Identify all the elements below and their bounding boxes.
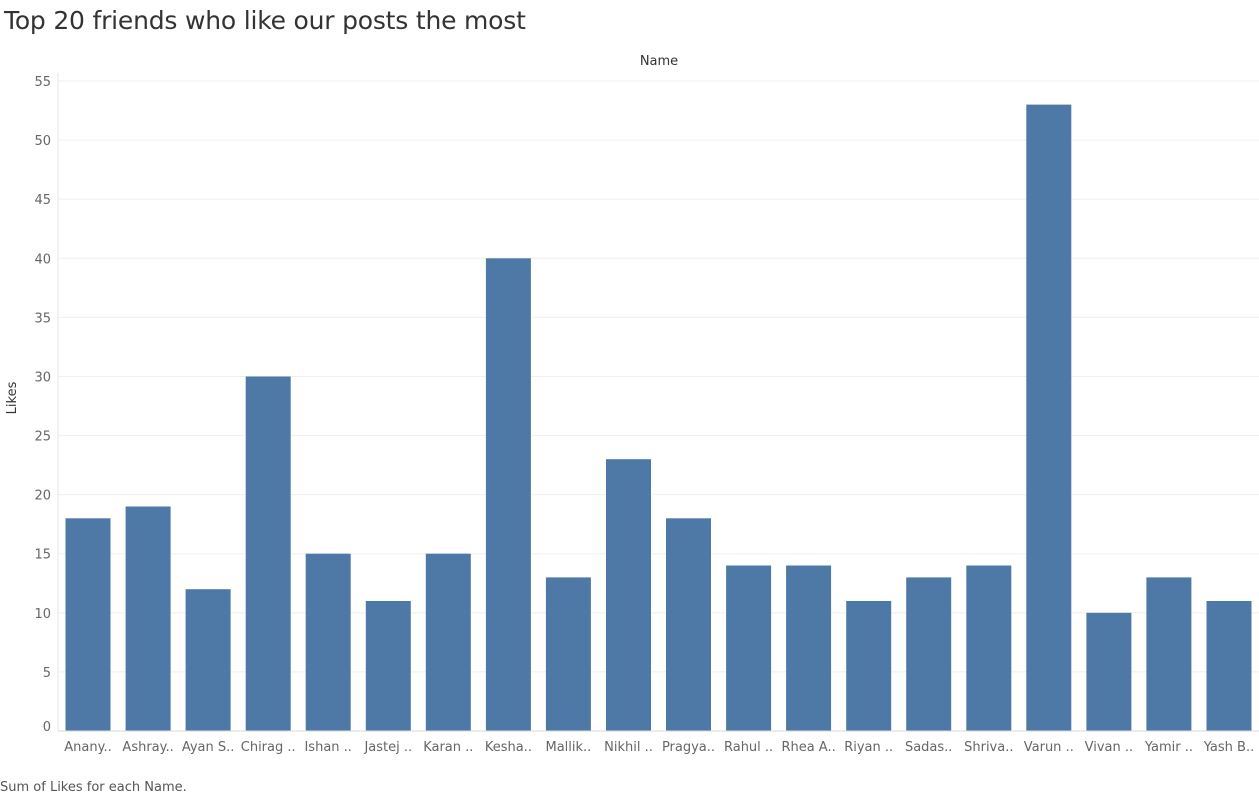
x-tick-label: Pragya.. — [662, 740, 715, 755]
y-tick-label: 20 — [34, 489, 51, 504]
bar[interactable] — [65, 518, 111, 731]
x-tick-label: Jastej .. — [363, 740, 412, 755]
bar[interactable] — [726, 565, 772, 732]
bar[interactable] — [666, 518, 711, 731]
bar[interactable] — [305, 553, 351, 731]
y-tick-label: 15 — [34, 548, 51, 563]
bar[interactable] — [1026, 104, 1072, 732]
chart-title: Top 20 friends who like our posts the mo… — [4, 6, 526, 35]
bar[interactable] — [846, 601, 892, 731]
y-axis-ticks: 0 5 10 15 20 25 30 35 40 45 50 55 — [34, 75, 51, 735]
y-tick-label: 10 — [34, 607, 51, 622]
x-tick-label: Ayan S.. — [182, 740, 235, 755]
bar[interactable] — [185, 589, 231, 731]
x-tick-label: Karan .. — [423, 740, 473, 755]
bar[interactable] — [245, 376, 291, 732]
x-tick-label: Varun .. — [1024, 740, 1074, 755]
x-tick-label: Sadas.. — [905, 740, 952, 755]
bars — [65, 104, 1252, 732]
y-tick-label: 5 — [43, 666, 51, 681]
bar[interactable] — [365, 601, 411, 731]
gridlines — [58, 80, 1259, 673]
x-tick-label: Rahul .. — [724, 740, 773, 755]
y-tick-label: 30 — [34, 370, 51, 385]
x-tick-label: Yash B.. — [1203, 740, 1254, 755]
bar[interactable] — [545, 577, 591, 731]
y-tick-label: 50 — [34, 134, 51, 149]
x-tick-label: Kesha.. — [485, 740, 532, 755]
x-tick-label: Mallik.. — [545, 740, 591, 755]
chart-caption: Sum of Likes for each Name. — [0, 780, 187, 795]
y-axis-title: Likes — [5, 381, 20, 414]
y-tick-label: 45 — [34, 193, 51, 208]
y-tick-label: 40 — [34, 252, 51, 267]
bar[interactable] — [1206, 601, 1252, 731]
x-tick-label: Vivan .. — [1085, 740, 1134, 755]
bar[interactable] — [906, 577, 952, 731]
x-tick-label: Nikhil .. — [604, 740, 653, 755]
y-tick-label: 0 — [43, 720, 51, 735]
bar[interactable] — [1146, 577, 1192, 731]
x-tick-label: Riyan .. — [844, 740, 893, 755]
bar[interactable] — [125, 506, 171, 732]
y-tick-label: 55 — [34, 75, 51, 90]
bar[interactable] — [1086, 612, 1132, 731]
x-tick-label: Ashray.. — [122, 740, 173, 755]
x-tick-label: Yamir .. — [1144, 740, 1193, 755]
bar[interactable] — [966, 565, 1012, 732]
bar[interactable] — [425, 553, 471, 731]
x-tick-label: Chirag .. — [241, 740, 296, 755]
y-tick-label: 25 — [34, 430, 51, 445]
bar[interactable] — [786, 565, 832, 732]
x-tick-label: Ishan .. — [304, 740, 351, 755]
column-header: Name — [640, 54, 678, 69]
x-axis-ticks: Anany.. Ashray.. Ayan S.. Chirag .. Ishan ..… — [64, 740, 1254, 755]
bar[interactable] — [485, 258, 531, 731]
bar[interactable] — [606, 459, 651, 731]
x-tick-label: Shriva.. — [964, 740, 1013, 755]
x-tick-label: Rhea A.. — [781, 740, 835, 755]
y-tick-label: 35 — [34, 311, 51, 326]
x-tick-label: Anany.. — [64, 740, 111, 755]
